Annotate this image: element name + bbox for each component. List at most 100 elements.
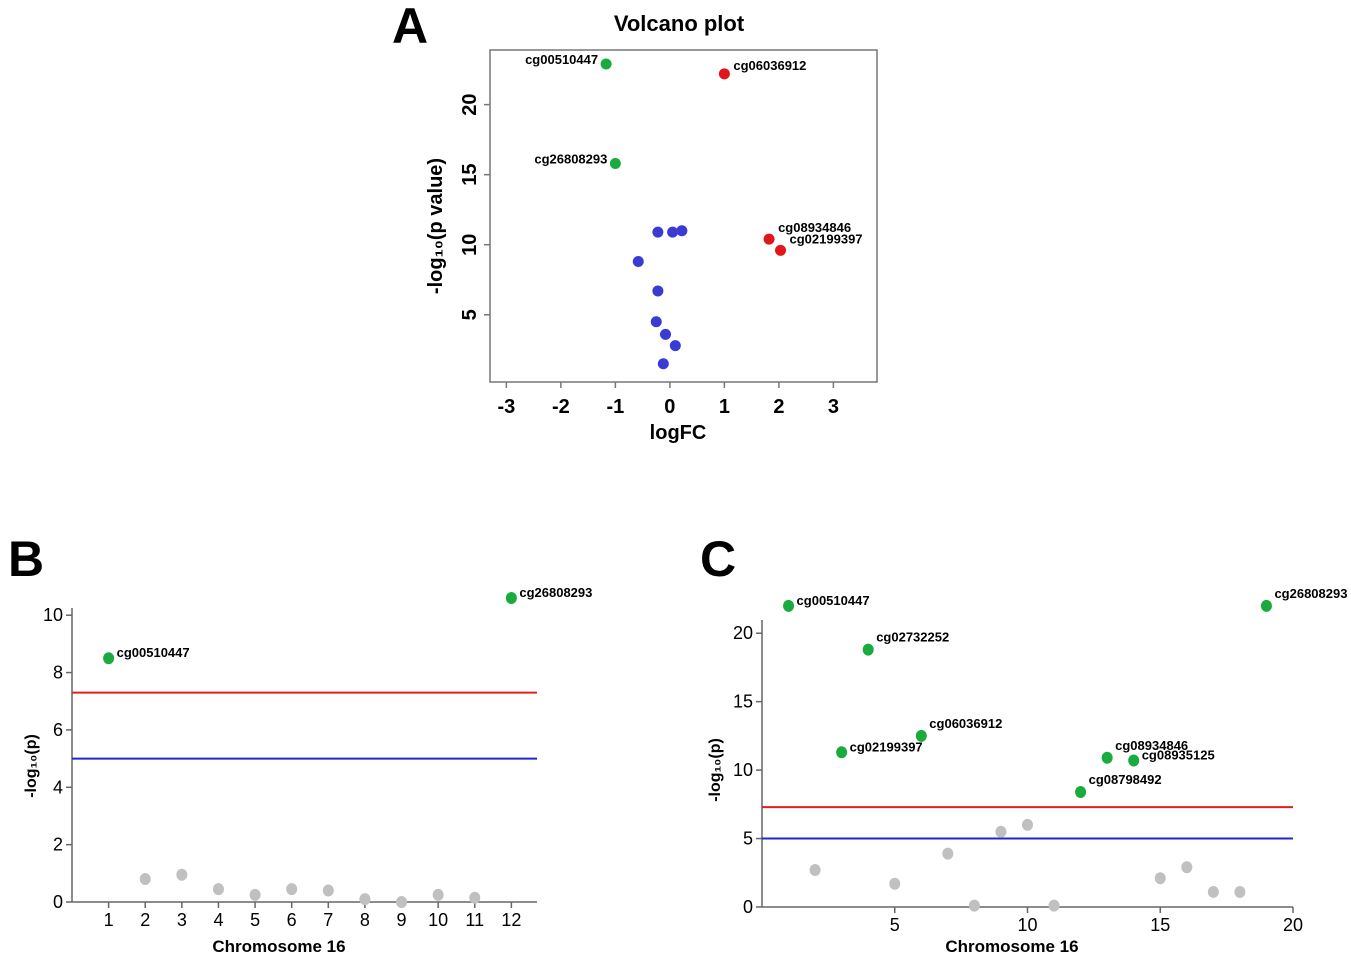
panel-b-y-tick-label: 8 xyxy=(53,663,63,683)
panel-c-label-cg08934846: cg08934846 xyxy=(1115,738,1188,753)
panel-b-point xyxy=(396,896,408,908)
volcano-y-tick-label: 20 xyxy=(459,94,481,116)
volcano-y-axis: 5 10 15 20 xyxy=(459,94,490,320)
panel-letter-b: B xyxy=(8,531,44,587)
volcano-point xyxy=(657,358,669,370)
panel-c-point xyxy=(1181,861,1193,874)
panel-b-x-axis: 1 2 3 4 5 6 7 8 9 10 11 12 xyxy=(104,902,521,930)
panel-c-x-axis: 5 10 15 20 xyxy=(890,907,1303,935)
point-cg00510447 xyxy=(600,58,612,70)
panel-c-label-cg06036912: cg06036912 xyxy=(929,716,1002,731)
volcano-y-tick-label: 15 xyxy=(459,164,481,186)
point-cg08934846 xyxy=(763,233,775,245)
volcano-point xyxy=(652,226,664,238)
volcano-x-tick-label: -1 xyxy=(606,396,624,418)
panel-c-point-cg02199397 xyxy=(836,746,848,759)
panel-b-y-tick-label: 10 xyxy=(43,605,63,625)
volcano-y-tick-label: 5 xyxy=(459,309,481,320)
volcano-point xyxy=(632,256,644,268)
panel-c-y-tick-label: 10 xyxy=(733,760,753,780)
panel-c-label-cg02732252: cg02732252 xyxy=(876,630,949,645)
panel-b-x-tick-label: 3 xyxy=(177,910,187,930)
panel-b-y-axis: 0 2 4 6 8 10 xyxy=(43,605,72,912)
panel-c-point xyxy=(942,847,954,860)
panel-b-point xyxy=(176,868,188,881)
panel-c-point xyxy=(995,825,1007,838)
panel-b-x-tick-label: 11 xyxy=(465,910,484,930)
panel-c-point xyxy=(1022,818,1033,831)
panel-c-points: cg00510447 cg26808293 cg02732252 cg06036912… xyxy=(783,586,1347,912)
volcano-x-tick-label: -2 xyxy=(552,396,570,418)
panel-c-x-tick-label: 20 xyxy=(1283,915,1303,935)
panel-c-point-cg26808293 xyxy=(1260,599,1272,612)
panel-c-x-tick-label: 5 xyxy=(890,915,900,935)
panel-c-point-cg08934846 xyxy=(1101,751,1113,764)
panel-c-point xyxy=(1048,899,1060,912)
label-cg00510447: cg00510447 xyxy=(525,52,598,67)
panel-c-point xyxy=(1154,872,1166,885)
panel-b-x-tick-label: 9 xyxy=(397,910,407,930)
panel-b-x-tick-label: 12 xyxy=(501,910,521,930)
volcano-plot-panel: Volcano plot -3 -2 -1 0 1 2 3 5 10 15 20 cg005104… xyxy=(425,11,878,444)
panel-b-x-tick-label: 8 xyxy=(360,910,370,930)
point-cg02199397 xyxy=(775,244,787,256)
panel-b-point xyxy=(432,888,444,901)
panel-b-y-tick-label: 6 xyxy=(53,720,63,740)
panel-c-point xyxy=(1207,885,1219,898)
panel-c-y-tick-label: 20 xyxy=(733,623,753,643)
label-cg08934846: cg08934846 xyxy=(778,220,851,235)
volcano-x-label: logFC xyxy=(650,422,707,444)
panel-c-thresholds xyxy=(762,806,1293,840)
panel-b-x-tick-label: 4 xyxy=(213,910,223,930)
label-cg26808293: cg26808293 xyxy=(534,151,607,166)
volcano-y-label: -log₁₀(p value) xyxy=(425,158,447,294)
volcano-points: cg00510447 cg06036912 cg26808293 cg08934846… xyxy=(525,52,863,370)
panel-c-point xyxy=(968,899,980,912)
panel-b-point xyxy=(139,873,151,886)
volcano-x-tick-label: 2 xyxy=(773,396,784,418)
panel-b-points: cg00510447 cg26808293 xyxy=(103,585,592,908)
label-cg06036912: cg06036912 xyxy=(733,58,806,73)
volcano-point xyxy=(669,340,681,352)
panel-c-label-cg26808293: cg26808293 xyxy=(1274,586,1347,601)
panel-c-point-cg06036912 xyxy=(915,729,927,742)
panel-b-point xyxy=(469,891,481,904)
label-cg02199397: cg02199397 xyxy=(790,231,863,246)
volcano-y-tick-label: 10 xyxy=(459,234,481,256)
panel-b-y-tick-label: 2 xyxy=(53,835,63,855)
volcano-x-tick-label: 1 xyxy=(719,396,730,418)
panel-c-point xyxy=(1234,885,1246,898)
panel-c-point-cg00510447 xyxy=(783,599,795,612)
panel-b-y-tick-label: 0 xyxy=(53,892,63,912)
panel-c-y-label: -log₁₀(p) xyxy=(707,738,724,802)
panel-letter-a: A xyxy=(392,0,428,54)
volcano-plot-title: Volcano plot xyxy=(614,11,745,36)
panel-letter-c: C xyxy=(700,531,736,587)
volcano-point xyxy=(652,285,664,297)
panel-b-x-tick-label: 10 xyxy=(428,910,448,930)
volcano-point xyxy=(650,316,662,328)
panel-b-point xyxy=(212,883,224,896)
panel-c-label-cg08798492: cg08798492 xyxy=(1089,772,1162,787)
panel-c-label-cg08935125: cg08935125 xyxy=(1142,748,1215,763)
panel-b-x-label: Chromosome 16 xyxy=(212,937,345,956)
volcano-x-tick-label: -3 xyxy=(497,396,515,418)
panel-c-label-cg02199397: cg02199397 xyxy=(850,739,923,754)
volcano-point xyxy=(667,226,679,238)
volcano-x-tick-label: 3 xyxy=(828,396,839,418)
panel-b-point-cg00510447 xyxy=(103,652,115,665)
panel-c-y-tick-label: 0 xyxy=(743,897,753,917)
panel-c-x-tick-label: 10 xyxy=(1017,915,1037,935)
panel-b-label-cg00510447: cg00510447 xyxy=(117,645,190,660)
panel-b-point xyxy=(249,888,261,901)
panel-c-y-tick-label: 5 xyxy=(743,829,753,849)
panel-c-point xyxy=(809,864,821,877)
panel-c-point xyxy=(889,877,901,890)
panel-b-label-cg26808293: cg26808293 xyxy=(519,585,592,600)
panel-c-y-tick-label: 15 xyxy=(733,692,753,712)
panel-c-x-tick-label: 15 xyxy=(1150,915,1170,935)
